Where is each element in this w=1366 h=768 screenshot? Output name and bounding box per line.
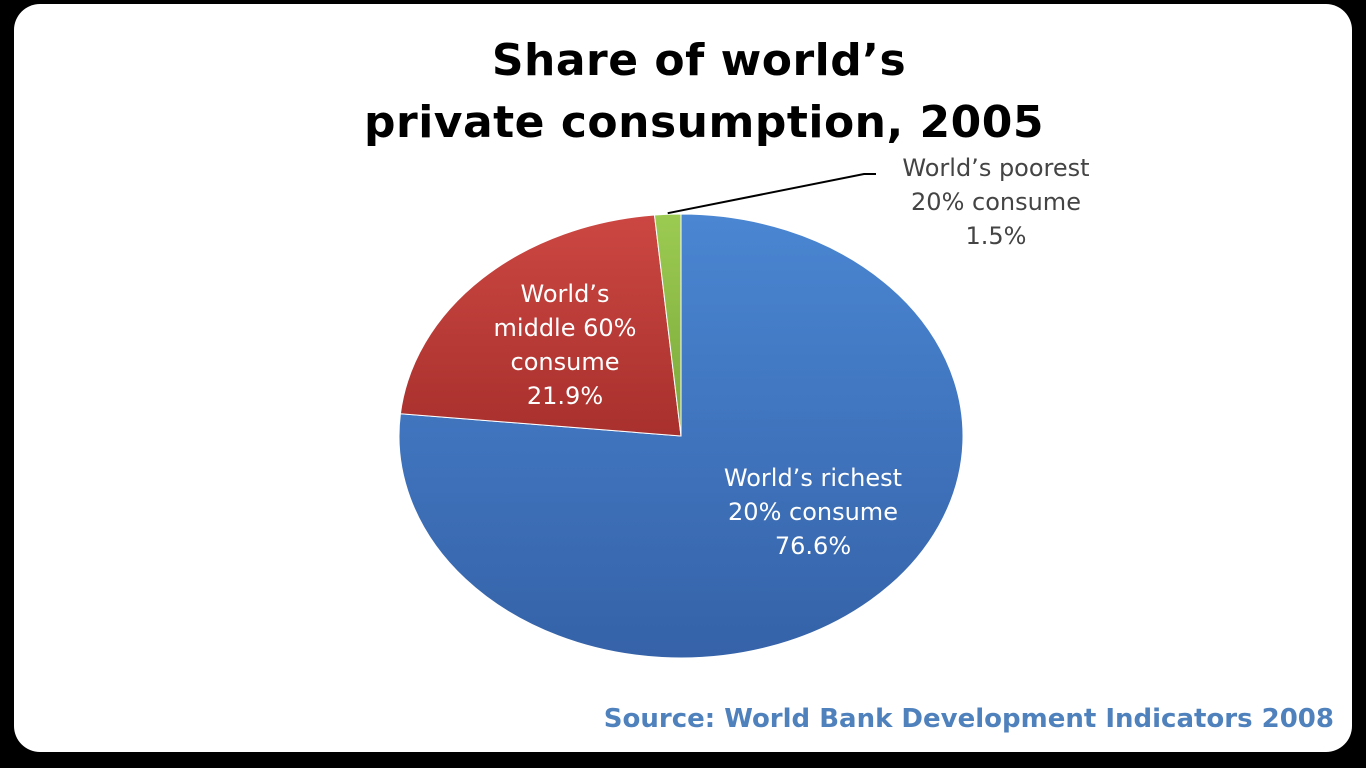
slice-label-line: World’s poorest: [902, 154, 1089, 182]
pie-slice-middle: [399, 214, 682, 437]
chart-title: Share of world’s private consumption, 20…: [14, 30, 1352, 154]
slice-label-richest: World’s richest 20% consume 76.6%: [724, 464, 902, 560]
pie-slice-poorest: [653, 213, 682, 437]
slide: Share of world’s private consumption, 20…: [14, 4, 1352, 752]
leader-line-poorest: [667, 173, 876, 215]
slice-label-line: 20% consume: [911, 188, 1081, 216]
slice-label-line: 1.5%: [966, 222, 1027, 250]
pie-leader-lines: [667, 173, 876, 215]
slice-label-poorest: World’s poorest 20% consume 1.5%: [902, 154, 1089, 250]
slice-label-line: 76.6%: [775, 532, 851, 560]
pie-chart: World’s richest 20% consume 76.6% World’s mi…: [398, 154, 1090, 659]
slice-label-line: middle 60%: [494, 314, 637, 342]
slice-label-line: World’s: [521, 280, 610, 308]
pie-labels: World’s richest 20% consume 76.6% World’s mi…: [494, 154, 1090, 560]
pie-slice-richest: [398, 213, 964, 659]
slice-label-line: 21.9%: [527, 382, 603, 410]
pie-slices: [398, 213, 964, 659]
slice-label-line: consume: [511, 348, 620, 376]
chart-title-line-2: private consumption, 2005: [364, 97, 1044, 148]
slice-label-middle: World’s middle 60% consume 21.9%: [494, 280, 637, 410]
slice-label-line: 20% consume: [728, 498, 898, 526]
source-note: Source: World Bank Development Indicator…: [603, 704, 1334, 734]
slice-label-line: World’s richest: [724, 464, 902, 492]
chart-title-line-1: Share of world’s: [491, 35, 907, 86]
